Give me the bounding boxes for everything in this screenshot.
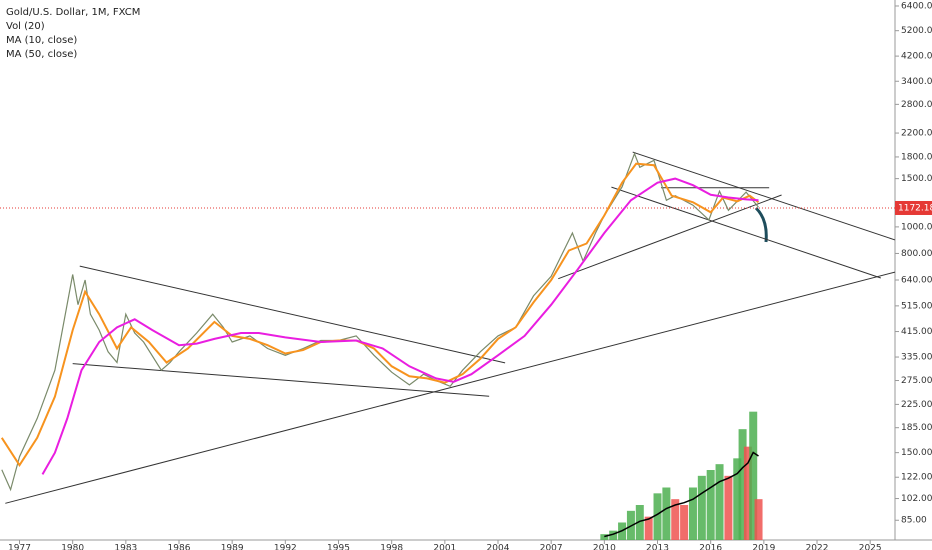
volume-ma [604, 451, 759, 538]
y-tick-label: 1800.00 [901, 152, 932, 162]
trendline [632, 151, 896, 241]
x-tick-label: 1989 [221, 544, 244, 550]
x-tick-label: 1998 [380, 544, 403, 550]
y-tick-label: 275.00 [901, 376, 932, 386]
x-tick-label: 2025 [859, 544, 882, 550]
x-tick-label: 1992 [274, 544, 297, 550]
y-tick-label: 1500.00 [901, 174, 932, 184]
legend-ma50: MA (50, close) [6, 49, 77, 60]
volume-bar [706, 470, 715, 540]
arrow-drawing [754, 206, 768, 243]
y-tick-label: 225.00 [901, 400, 932, 410]
volume-bar [680, 505, 689, 540]
x-tick-label: 2004 [487, 544, 510, 550]
x-tick-label: 1980 [61, 544, 84, 550]
y-tick-label: 122.00 [901, 473, 932, 483]
volume-bar [635, 505, 644, 540]
volume-bar [653, 493, 662, 540]
trendline [558, 194, 782, 280]
y-tick-label: 1000.00 [901, 222, 932, 232]
y-tick-label: 150.00 [901, 448, 932, 458]
volume-bar [743, 446, 752, 540]
volume-bar [715, 464, 724, 540]
x-tick-label: 1983 [114, 544, 137, 550]
price-line [1, 152, 759, 492]
y-tick-label: 2800.00 [901, 100, 932, 110]
volume-bar [738, 429, 747, 540]
volume-bar [671, 499, 680, 540]
y-tick-label: 800.00 [901, 249, 932, 259]
volume-bar [733, 458, 742, 540]
volume-bar [644, 516, 653, 540]
x-tick-label: 2007 [540, 544, 563, 550]
y-tick-label: 102.00 [901, 494, 932, 504]
ma-line [41, 177, 759, 475]
y-tick-label: 335.00 [901, 353, 932, 363]
y-tick-label: 415.00 [901, 327, 932, 337]
y-tick-label: 640.00 [901, 275, 932, 285]
ma-line [0, 162, 760, 468]
volume-bar [749, 411, 758, 540]
y-tick-label: 3400.00 [901, 77, 932, 87]
volume-bar [688, 487, 697, 540]
x-tick-label: 1995 [327, 544, 350, 550]
x-tick-label: 2010 [593, 544, 616, 550]
trendline [5, 271, 896, 504]
volume-bar [600, 534, 609, 540]
legend-volume: Vol (20) [6, 21, 45, 32]
trendline [611, 186, 881, 279]
trendline [79, 265, 506, 364]
last-price-box [895, 200, 932, 215]
symbol-title: Gold/U.S. Dollar, 1M, FXCM [6, 7, 140, 18]
x-tick-label: 2016 [699, 544, 722, 550]
y-tick-label: 85.00 [901, 516, 927, 526]
x-tick-label: 2001 [433, 544, 456, 550]
x-tick-label: 1986 [168, 544, 191, 550]
x-tick-label: 1977 [8, 544, 31, 550]
y-tick-label: 2200.00 [901, 129, 932, 139]
last-price-label: 1172.18 [898, 203, 932, 213]
x-tick-label: 2013 [646, 544, 669, 550]
x-tick-label: 2022 [806, 544, 829, 550]
y-tick-label: 4200.00 [901, 52, 932, 62]
trendline [72, 363, 490, 397]
volume-bar [754, 499, 763, 540]
x-tick-label: 2019 [752, 544, 775, 550]
y-tick-label: 5200.00 [901, 26, 932, 36]
volume-bar [609, 530, 618, 540]
volume-bar [697, 475, 706, 540]
y-tick-label: 6400.00 [901, 1, 932, 11]
legend-ma10: MA (10, close) [6, 35, 77, 46]
y-tick-label: 185.00 [901, 423, 932, 433]
volume-bar [724, 475, 733, 540]
volume-bar [662, 487, 671, 540]
y-tick-label: 515.00 [901, 301, 932, 311]
